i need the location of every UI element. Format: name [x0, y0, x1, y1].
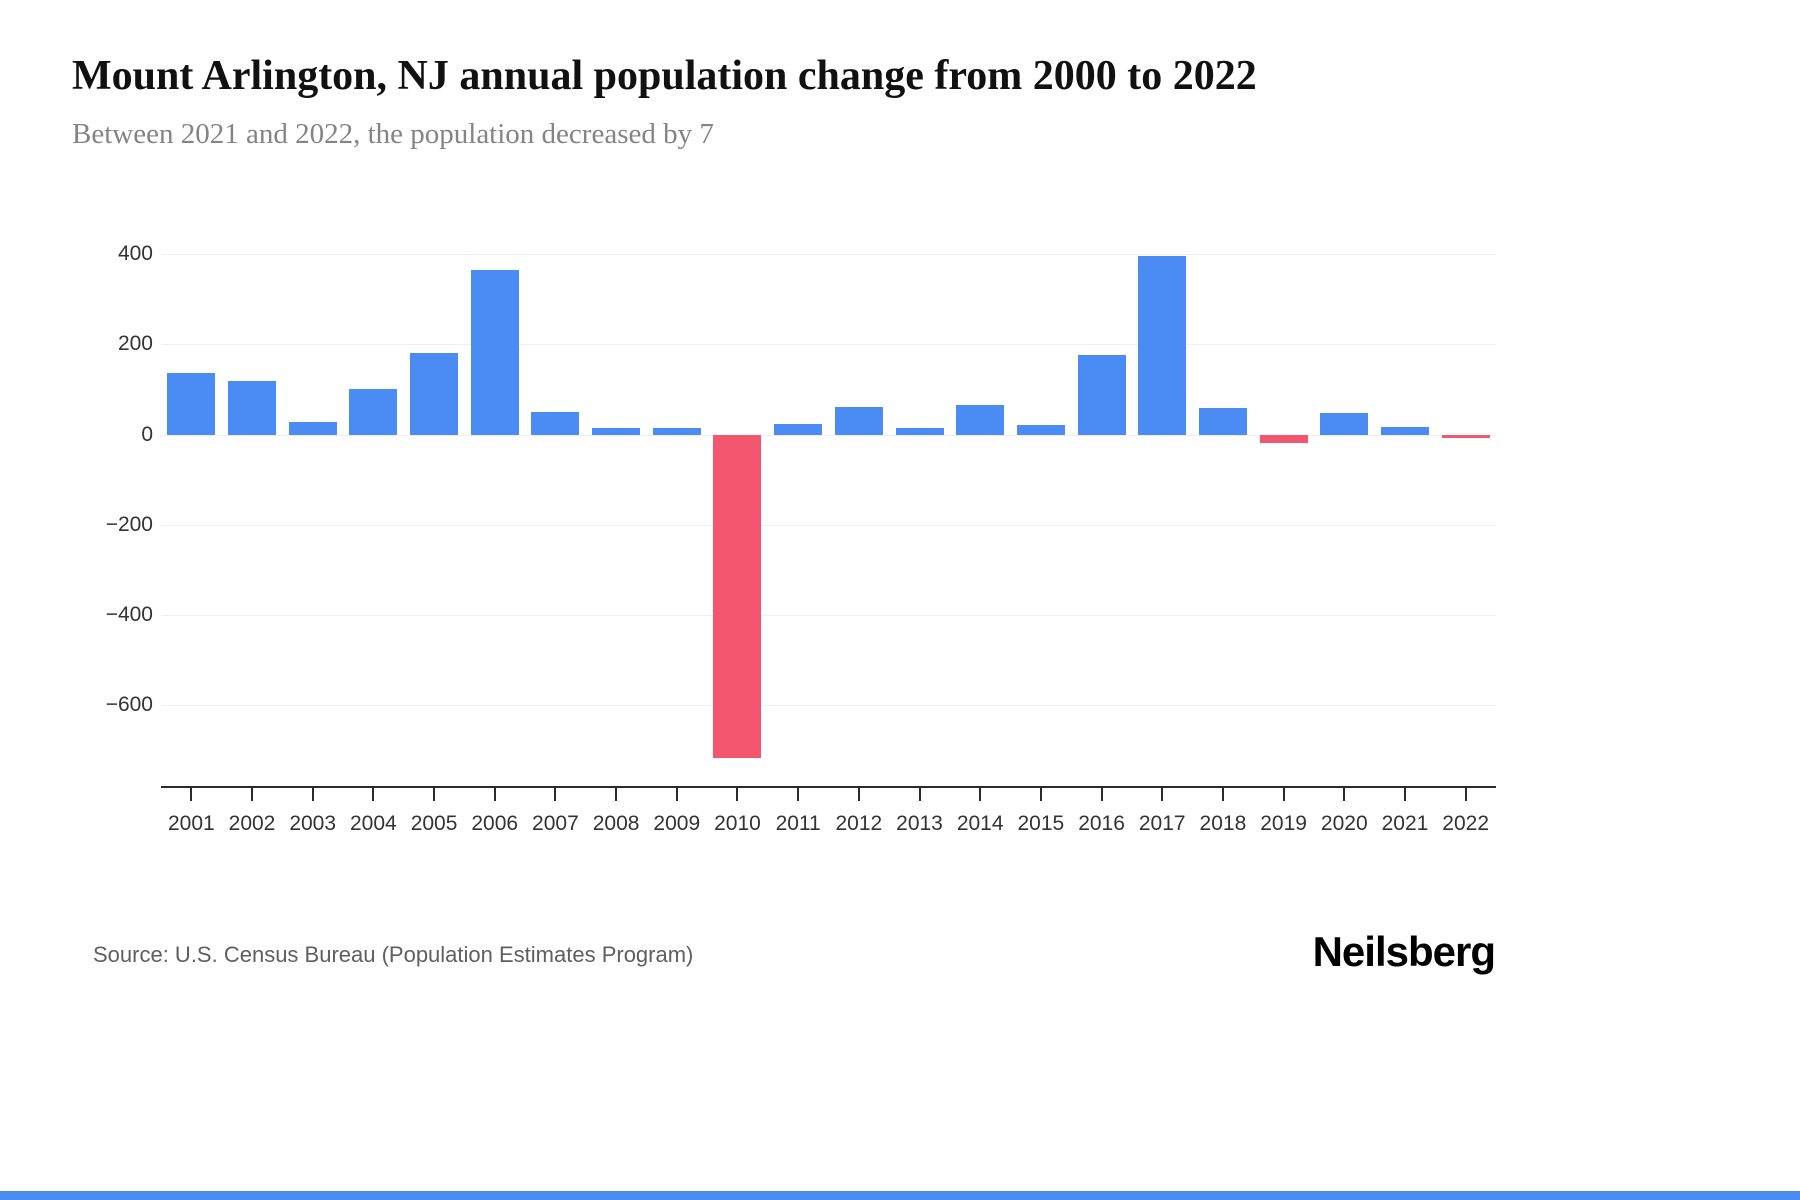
- gridline: [161, 254, 1496, 255]
- brand-logo: Neilsberg: [1312, 928, 1496, 975]
- y-tick-label: −400: [105, 603, 153, 626]
- x-tick-mark: [1464, 788, 1467, 801]
- x-tick-label: 2003: [289, 812, 337, 835]
- y-tick-label: 0: [141, 423, 153, 446]
- bar-2021[interactable]: [1380, 426, 1429, 436]
- x-tick-label: 2009: [653, 812, 701, 835]
- bar-2011[interactable]: [774, 423, 823, 436]
- x-tick-label: 2010: [714, 812, 761, 835]
- bar-2020[interactable]: [1320, 413, 1369, 436]
- x-tick-mark: [433, 788, 436, 801]
- x-tick-mark: [554, 788, 557, 801]
- x-tick-mark: [1282, 788, 1285, 801]
- x-tick-label: 2002: [228, 812, 276, 835]
- y-tick-label: 400: [117, 242, 153, 265]
- x-tick-label: 2004: [350, 812, 397, 835]
- x-tick-label: 2013: [896, 812, 943, 835]
- x-tick-mark: [918, 788, 921, 801]
- bar-2007[interactable]: [531, 411, 580, 436]
- x-tick-mark: [372, 788, 375, 801]
- y-tick-label: −200: [105, 513, 153, 536]
- x-tick-mark: [493, 788, 496, 801]
- bar-2015[interactable]: [1016, 425, 1065, 436]
- x-tick-mark: [1100, 788, 1103, 801]
- x-tick-label: 2008: [592, 812, 640, 835]
- x-tick-mark: [675, 788, 678, 801]
- bar-2017[interactable]: [1138, 255, 1187, 436]
- bar-chart: 400 200 0 −200 −400 −600 2001 2002 2003 2004 2005…: [95, 232, 1496, 872]
- bar-2001[interactable]: [167, 372, 216, 436]
- x-tick-label: 2005: [410, 812, 458, 835]
- bar-2016[interactable]: [1077, 355, 1126, 436]
- bar-2018[interactable]: [1198, 407, 1247, 436]
- x-tick-mark: [857, 788, 860, 801]
- x-tick-label: 2006: [471, 812, 519, 835]
- y-axis: 400 200 0 −200 −400 −600: [95, 232, 153, 787]
- x-tick-label: 2016: [1078, 812, 1125, 835]
- x-tick-label: 2019: [1260, 812, 1307, 835]
- bar-2010[interactable]: [713, 435, 762, 758]
- x-tick-mark: [190, 788, 193, 801]
- bar-2005[interactable]: [410, 353, 459, 436]
- x-tick-mark: [797, 788, 800, 801]
- bottom-accent-bar: [0, 1191, 1800, 1200]
- page-subtitle: Between 2021 and 2022, the population de…: [72, 118, 714, 150]
- x-tick-label: 2001: [167, 812, 215, 835]
- bar-2022[interactable]: [1441, 435, 1490, 439]
- x-tick-label: 2011: [775, 812, 821, 835]
- x-tick-label: 2018: [1199, 812, 1247, 835]
- bar-2003[interactable]: [288, 421, 337, 436]
- gridline: [161, 705, 1496, 706]
- x-tick-mark: [615, 788, 618, 801]
- x-tick-label: 2022: [1442, 812, 1489, 835]
- x-tick-label: 2014: [956, 812, 1004, 835]
- page-title: Mount Arlington, NJ annual population ch…: [72, 53, 1257, 99]
- x-tick-label: 2020: [1320, 812, 1368, 835]
- x-tick-mark: [311, 788, 314, 801]
- x-axis-line: [161, 786, 1496, 788]
- bar-2004[interactable]: [349, 388, 398, 436]
- bar-2013[interactable]: [895, 427, 944, 436]
- bar-2009[interactable]: [652, 428, 701, 436]
- gridline: [161, 615, 1496, 616]
- x-tick-mark: [1161, 788, 1164, 801]
- x-tick-mark: [1039, 788, 1042, 801]
- bar-2006[interactable]: [470, 270, 519, 436]
- x-tick-label: 2021: [1381, 812, 1429, 835]
- x-tick-label: 2017: [1138, 812, 1186, 835]
- gridline: [161, 525, 1496, 526]
- bar-2002[interactable]: [228, 380, 277, 436]
- x-tick-mark: [251, 788, 254, 801]
- bar-2012[interactable]: [834, 407, 883, 436]
- plot-area: 2001 2002 2003 2004 2005 2006 2007 2008 2009 2010…: [161, 232, 1496, 872]
- x-tick-label: 2015: [1017, 812, 1065, 835]
- x-tick-mark: [1343, 788, 1346, 801]
- bar-2019[interactable]: [1259, 435, 1308, 444]
- y-tick-label: 200: [117, 332, 153, 355]
- x-tick-label: 2012: [835, 812, 883, 835]
- y-tick-label: −600: [105, 693, 153, 716]
- x-tick-mark: [1221, 788, 1224, 801]
- gridline: [161, 344, 1496, 345]
- bar-2014[interactable]: [956, 405, 1005, 436]
- x-tick-mark: [736, 788, 739, 801]
- x-tick-mark: [979, 788, 982, 801]
- x-tick-mark: [1403, 788, 1406, 801]
- source-text: Source: U.S. Census Bureau (Population E…: [93, 942, 694, 967]
- x-tick-label: 2007: [532, 812, 579, 835]
- gridline: [161, 435, 1496, 436]
- bar-2008[interactable]: [592, 428, 641, 436]
